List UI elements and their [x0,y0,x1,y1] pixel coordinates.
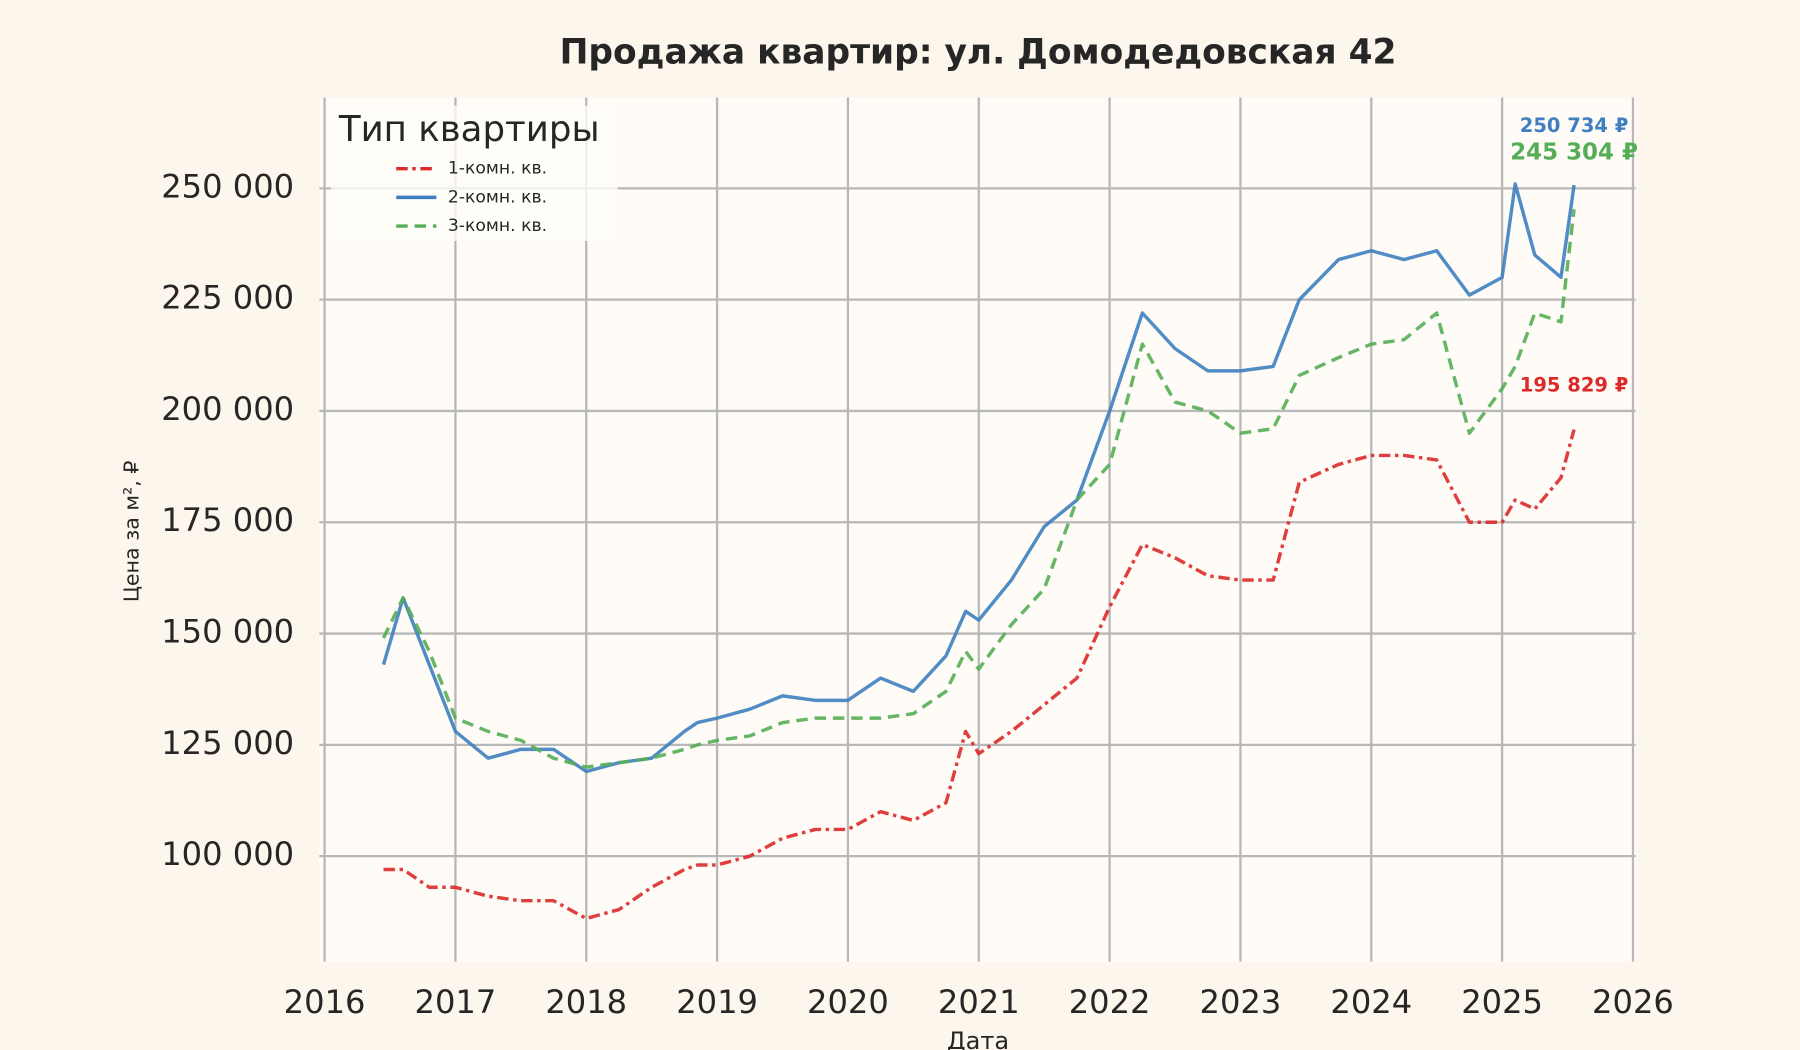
x-tick-label: 2026 [1592,983,1674,1021]
y-tick-label: 250 000 [161,167,294,205]
x-tick-label: 2019 [676,983,758,1021]
y-tick-label: 125 000 [161,724,294,762]
end-label: 195 829 ₽ [1520,373,1629,396]
x-tick-label: 2016 [284,983,366,1021]
x-tick-label: 2022 [1069,983,1151,1021]
series-line [383,429,1576,921]
legend-label: 3-комн. кв. [448,216,547,236]
legend-box [330,105,618,241]
x-tick-label: 2021 [938,983,1020,1021]
x-axis-label: Дата [947,1027,1009,1050]
y-tick-label: 175 000 [161,501,294,539]
y-tick-label: 225 000 [161,279,294,317]
y-tick-label: 200 000 [161,390,294,428]
series-line [381,209,1576,769]
x-tick-label: 2020 [807,983,889,1021]
legend-label: 2-комн. кв. [448,187,547,207]
legend-label: 1-комн. кв. [448,159,547,179]
plot-area [319,97,1636,962]
y-axis-label: Цена за м², ₽ [119,460,143,602]
x-tick-label: 2017 [415,983,497,1021]
x-tick-label: 2024 [1330,983,1412,1021]
end-label: 250 734 ₽ [1520,114,1629,137]
series-line [381,182,1576,774]
legend: 1-комн. кв. 2-комн. кв. 3-комн. кв. [396,159,547,236]
x-tick-label: 2018 [545,983,627,1021]
x-tick-label: 2023 [1200,983,1282,1021]
lines [381,182,1576,921]
x-tick-label: 2025 [1461,983,1543,1021]
end-label: 245 304 ₽ [1510,140,1638,166]
end-labels: 195 829 ₽ 250 734 ₽ 245 304 ₽ [1510,114,1638,396]
grid: 2016 2017 2018 2019 2020 2021 2022 2023 2024 2025… [161,97,1674,1021]
legend-title: Тип квартиры [338,109,600,150]
y-tick-label: 100 000 [161,835,294,873]
chart-title: Продажа квартир: ул. Домодедовская 42 [560,32,1397,72]
y-tick-label: 150 000 [161,613,294,651]
